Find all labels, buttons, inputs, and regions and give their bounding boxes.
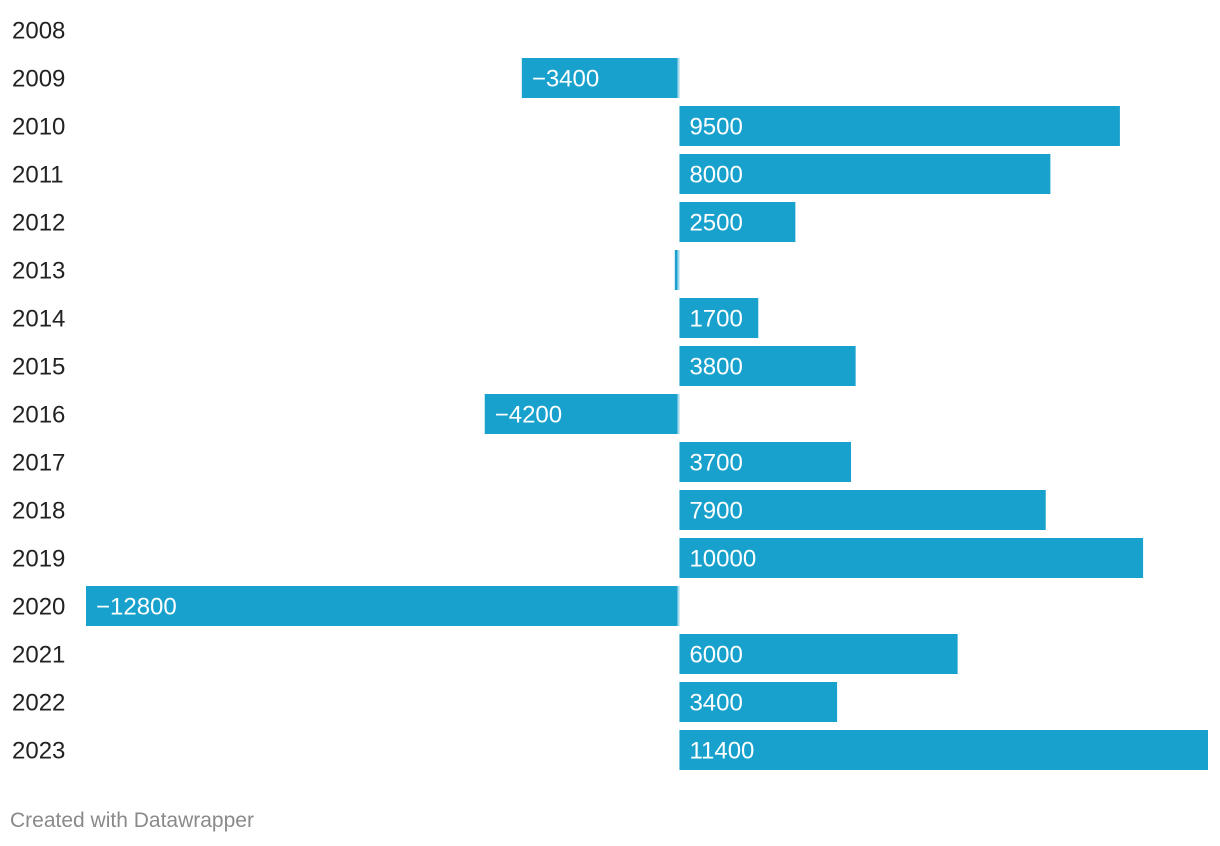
value-label: 6000	[689, 641, 742, 668]
bar-2015	[679, 346, 856, 386]
category-label: 2019	[12, 545, 65, 572]
zero-baseline-tick	[677, 250, 680, 290]
value-label: −3400	[532, 65, 599, 92]
value-label: 7900	[689, 497, 742, 524]
category-label: 2009	[12, 65, 65, 92]
category-label: 2023	[12, 737, 65, 764]
value-label: 3700	[689, 449, 742, 476]
category-label: 2008	[12, 17, 65, 44]
value-label: 3800	[689, 353, 742, 380]
bar-2012	[679, 202, 796, 242]
value-label: 10000	[689, 545, 756, 572]
zero-baseline-tick	[677, 58, 680, 98]
bar-2018	[679, 490, 1046, 530]
bar-2010	[679, 106, 1120, 146]
datawrapper-credit: Created with Datawrapper	[10, 809, 254, 832]
category-label: 2022	[12, 689, 65, 716]
category-label: 2011	[12, 161, 64, 188]
bar-2011	[679, 154, 1051, 194]
bar-2022	[679, 682, 838, 722]
bar-2017	[679, 442, 851, 482]
value-label: 11400	[689, 737, 754, 764]
category-label: 2017	[12, 449, 65, 476]
category-label: 2018	[12, 497, 65, 524]
category-label: 2010	[12, 113, 65, 140]
zero-baseline-tick	[677, 394, 680, 434]
value-label: −12800	[96, 593, 177, 620]
bar-2020	[86, 586, 680, 626]
value-label: 2500	[689, 209, 742, 236]
category-label: 2015	[12, 353, 65, 380]
bar-chart: 2008 2009 −3400 2010 9500 2011 8000 2012 2500 201…	[12, 17, 1208, 770]
bar-2019	[679, 538, 1144, 578]
value-label: 3400	[689, 689, 742, 716]
category-label: 2014	[12, 305, 65, 332]
value-label: 1700	[689, 305, 742, 332]
category-label: 2021	[12, 641, 65, 668]
bar-2021	[679, 634, 958, 674]
category-label: 2013	[12, 257, 65, 284]
category-label: 2020	[12, 593, 65, 620]
value-label: 8000	[689, 161, 742, 188]
value-label: −4200	[495, 401, 562, 428]
zero-baseline-tick	[677, 586, 680, 626]
bar-2023	[679, 730, 1208, 770]
category-label: 2012	[12, 209, 65, 236]
value-label: 9500	[689, 113, 742, 140]
bar-2013	[674, 250, 680, 290]
bar-2014	[679, 298, 759, 338]
category-label: 2016	[12, 401, 65, 428]
bar-2009	[521, 58, 680, 98]
bar-2016	[484, 394, 680, 434]
